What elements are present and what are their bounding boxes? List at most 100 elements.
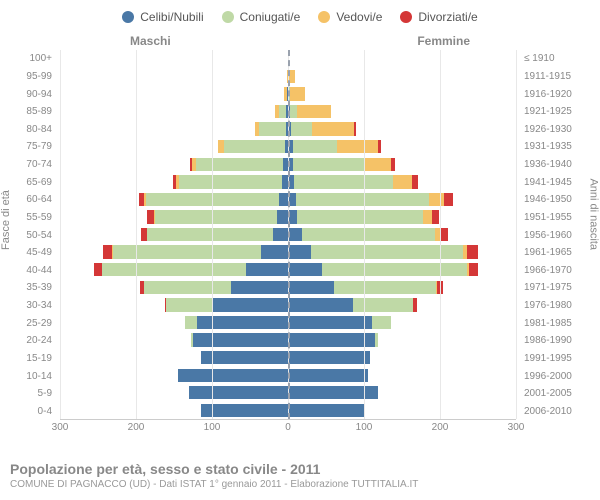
male-title: Maschi [130, 34, 171, 48]
age-label: 85-89 [0, 103, 56, 121]
female-bar [288, 105, 516, 118]
legend: Celibi/Nubili Coniugati/e Vedovi/e Divorzia… [0, 0, 600, 24]
male-bar [60, 351, 288, 364]
age-label: 10-14 [0, 367, 56, 385]
male-bar [60, 105, 288, 118]
age-label: 35-39 [0, 279, 56, 297]
female-bar [288, 52, 516, 65]
side-titles: Maschi Femmine [0, 34, 600, 48]
birth-year-label: 1916-1920 [520, 85, 600, 103]
y-labels-birth: ≤ 19101911-19151916-19201921-19251926-19… [520, 50, 600, 420]
chart-subtitle: COMUNE DI PAGNACCO (UD) - Dati ISTAT 1° … [10, 479, 590, 490]
male-bar [60, 52, 288, 65]
bar-segment [246, 263, 288, 276]
bar-segment [354, 122, 356, 135]
bar-segment [337, 140, 379, 153]
age-label: 25-29 [0, 314, 56, 332]
grid-line [60, 50, 61, 419]
birth-year-label: 2001-2005 [520, 385, 600, 403]
age-label: 75-79 [0, 138, 56, 156]
male-bar [60, 140, 288, 153]
legend-item: Vedovi/e [318, 10, 382, 24]
legend-item: Coniugati/e [222, 10, 301, 24]
bar-segment [302, 228, 435, 241]
bar-segment [224, 140, 285, 153]
male-bar [60, 210, 288, 223]
bar-segment [372, 316, 391, 329]
bar-segment [144, 281, 231, 294]
bar-segment [178, 369, 288, 382]
birth-year-label: 1926-1930 [520, 121, 600, 139]
bar-segment [193, 333, 288, 346]
male-bar [60, 245, 288, 258]
female-bar [288, 158, 516, 171]
bar-segment [147, 228, 272, 241]
male-bar [60, 281, 288, 294]
bar-segment [290, 87, 305, 100]
birth-year-label: 1971-1975 [520, 279, 600, 297]
bar-segment [334, 281, 437, 294]
bar-segment [290, 105, 298, 118]
female-bar [288, 386, 516, 399]
male-bar [60, 70, 288, 83]
age-label: 45-49 [0, 244, 56, 262]
bar-segment [103, 245, 112, 258]
x-tick-label: 100 [204, 422, 221, 433]
bar-segment [288, 228, 302, 241]
birth-year-label: 1981-1985 [520, 314, 600, 332]
bar-segment [412, 175, 418, 188]
male-bar [60, 333, 288, 346]
age-label: 60-64 [0, 191, 56, 209]
age-label: 70-74 [0, 156, 56, 174]
legend-item: Celibi/Nubili [122, 10, 203, 24]
bar-segment [201, 351, 288, 364]
bar-segment [312, 122, 354, 135]
bar-segment [231, 281, 288, 294]
bar-segment [288, 281, 334, 294]
bar-segment [378, 140, 380, 153]
bar-segment [429, 193, 444, 206]
bar-segment [322, 263, 466, 276]
age-label: 100+ [0, 50, 56, 68]
bar-segment [297, 105, 331, 118]
legend-label: Vedovi/e [336, 10, 382, 24]
x-axis-ticks: 3002001000100200300 [60, 422, 516, 440]
legend-label: Divorziati/e [418, 10, 477, 24]
age-label: 5-9 [0, 385, 56, 403]
female-bar [288, 369, 516, 382]
female-bar [288, 281, 516, 294]
center-line [288, 50, 290, 419]
birth-year-label: 1961-1965 [520, 244, 600, 262]
bar-segment [288, 351, 370, 364]
legend-swatch [122, 11, 134, 23]
legend-swatch [400, 11, 412, 23]
legend-label: Celibi/Nubili [140, 10, 203, 24]
female-bar [288, 175, 516, 188]
bar-segment [279, 105, 287, 118]
male-bar [60, 122, 288, 135]
female-bar [288, 87, 516, 100]
age-label: 55-59 [0, 209, 56, 227]
bar-segment [288, 333, 375, 346]
male-bar [60, 87, 288, 100]
age-label: 15-19 [0, 350, 56, 368]
birth-year-label: 1941-1945 [520, 173, 600, 191]
birth-year-label: 2006-2010 [520, 403, 600, 421]
legend-swatch [222, 11, 234, 23]
legend-label: Coniugati/e [240, 10, 301, 24]
bar-segment [432, 210, 440, 223]
female-bar [288, 140, 516, 153]
bar-segment [288, 404, 364, 417]
age-label: 65-69 [0, 173, 56, 191]
birth-year-label: 1931-1935 [520, 138, 600, 156]
male-bar [60, 158, 288, 171]
chart-container: Celibi/Nubili Coniugati/e Vedovi/e Divorzia… [0, 0, 600, 500]
bar-segment [166, 298, 212, 311]
grid-line [212, 50, 213, 419]
x-tick-label: 100 [356, 422, 373, 433]
birth-year-label: 1996-2000 [520, 367, 600, 385]
chart-title: Popolazione per età, sesso e stato civil… [10, 461, 590, 477]
bar-segment [365, 158, 392, 171]
female-bar [288, 351, 516, 364]
plot-area [60, 50, 516, 420]
